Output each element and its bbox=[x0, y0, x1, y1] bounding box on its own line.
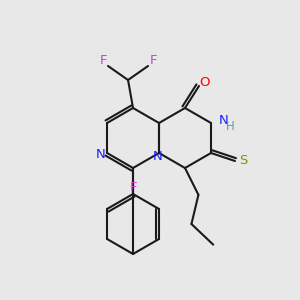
Text: N: N bbox=[153, 149, 163, 163]
Text: N: N bbox=[96, 148, 106, 160]
Text: F: F bbox=[149, 55, 157, 68]
Text: F: F bbox=[99, 55, 107, 68]
Text: N: N bbox=[219, 115, 229, 128]
Text: H: H bbox=[226, 119, 234, 133]
Text: O: O bbox=[200, 76, 210, 88]
Text: S: S bbox=[239, 154, 247, 166]
Text: F: F bbox=[129, 182, 137, 194]
